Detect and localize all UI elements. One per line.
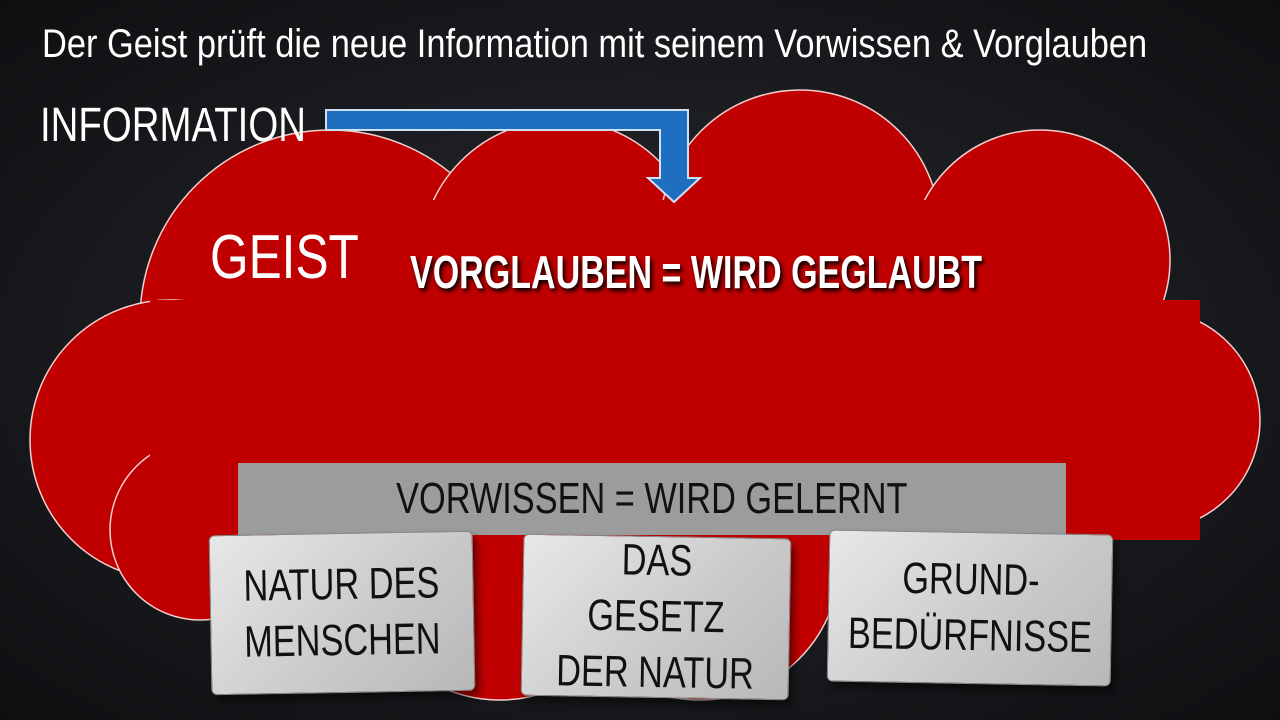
information-label: INFORMATION bbox=[40, 99, 306, 152]
stone-line: DER NATUR bbox=[555, 646, 755, 699]
stone-line: MENSCHEN bbox=[243, 614, 442, 667]
stone-line: DAS GESETZ bbox=[586, 535, 726, 643]
stone-natur-des-menschen: NATUR DES MENSCHEN bbox=[208, 530, 476, 696]
title: Der Geist prüft die neue Information mit… bbox=[42, 22, 1148, 66]
vorglauben-label: VORGLAUBEN = WIRD GEGLAUBT bbox=[410, 246, 983, 298]
stone-line: GRUND- bbox=[901, 553, 1040, 606]
stone-line: NATUR DES bbox=[243, 558, 440, 611]
stone-grundbeduerfnisse: GRUND- BEDÜRFNISSE bbox=[826, 529, 1114, 687]
arrow bbox=[325, 109, 703, 204]
vorwissen-bar: VORWISSEN = WIRD GELERNT bbox=[238, 463, 1066, 535]
stone-line: BEDÜRFNISSE bbox=[847, 608, 1092, 663]
vorwissen-label: VORWISSEN = WIRD GELERNT bbox=[396, 474, 908, 523]
stone-gesetz-der-natur: DAS GESETZ DER NATUR bbox=[520, 533, 792, 701]
geist-label: GEIST bbox=[210, 223, 359, 292]
